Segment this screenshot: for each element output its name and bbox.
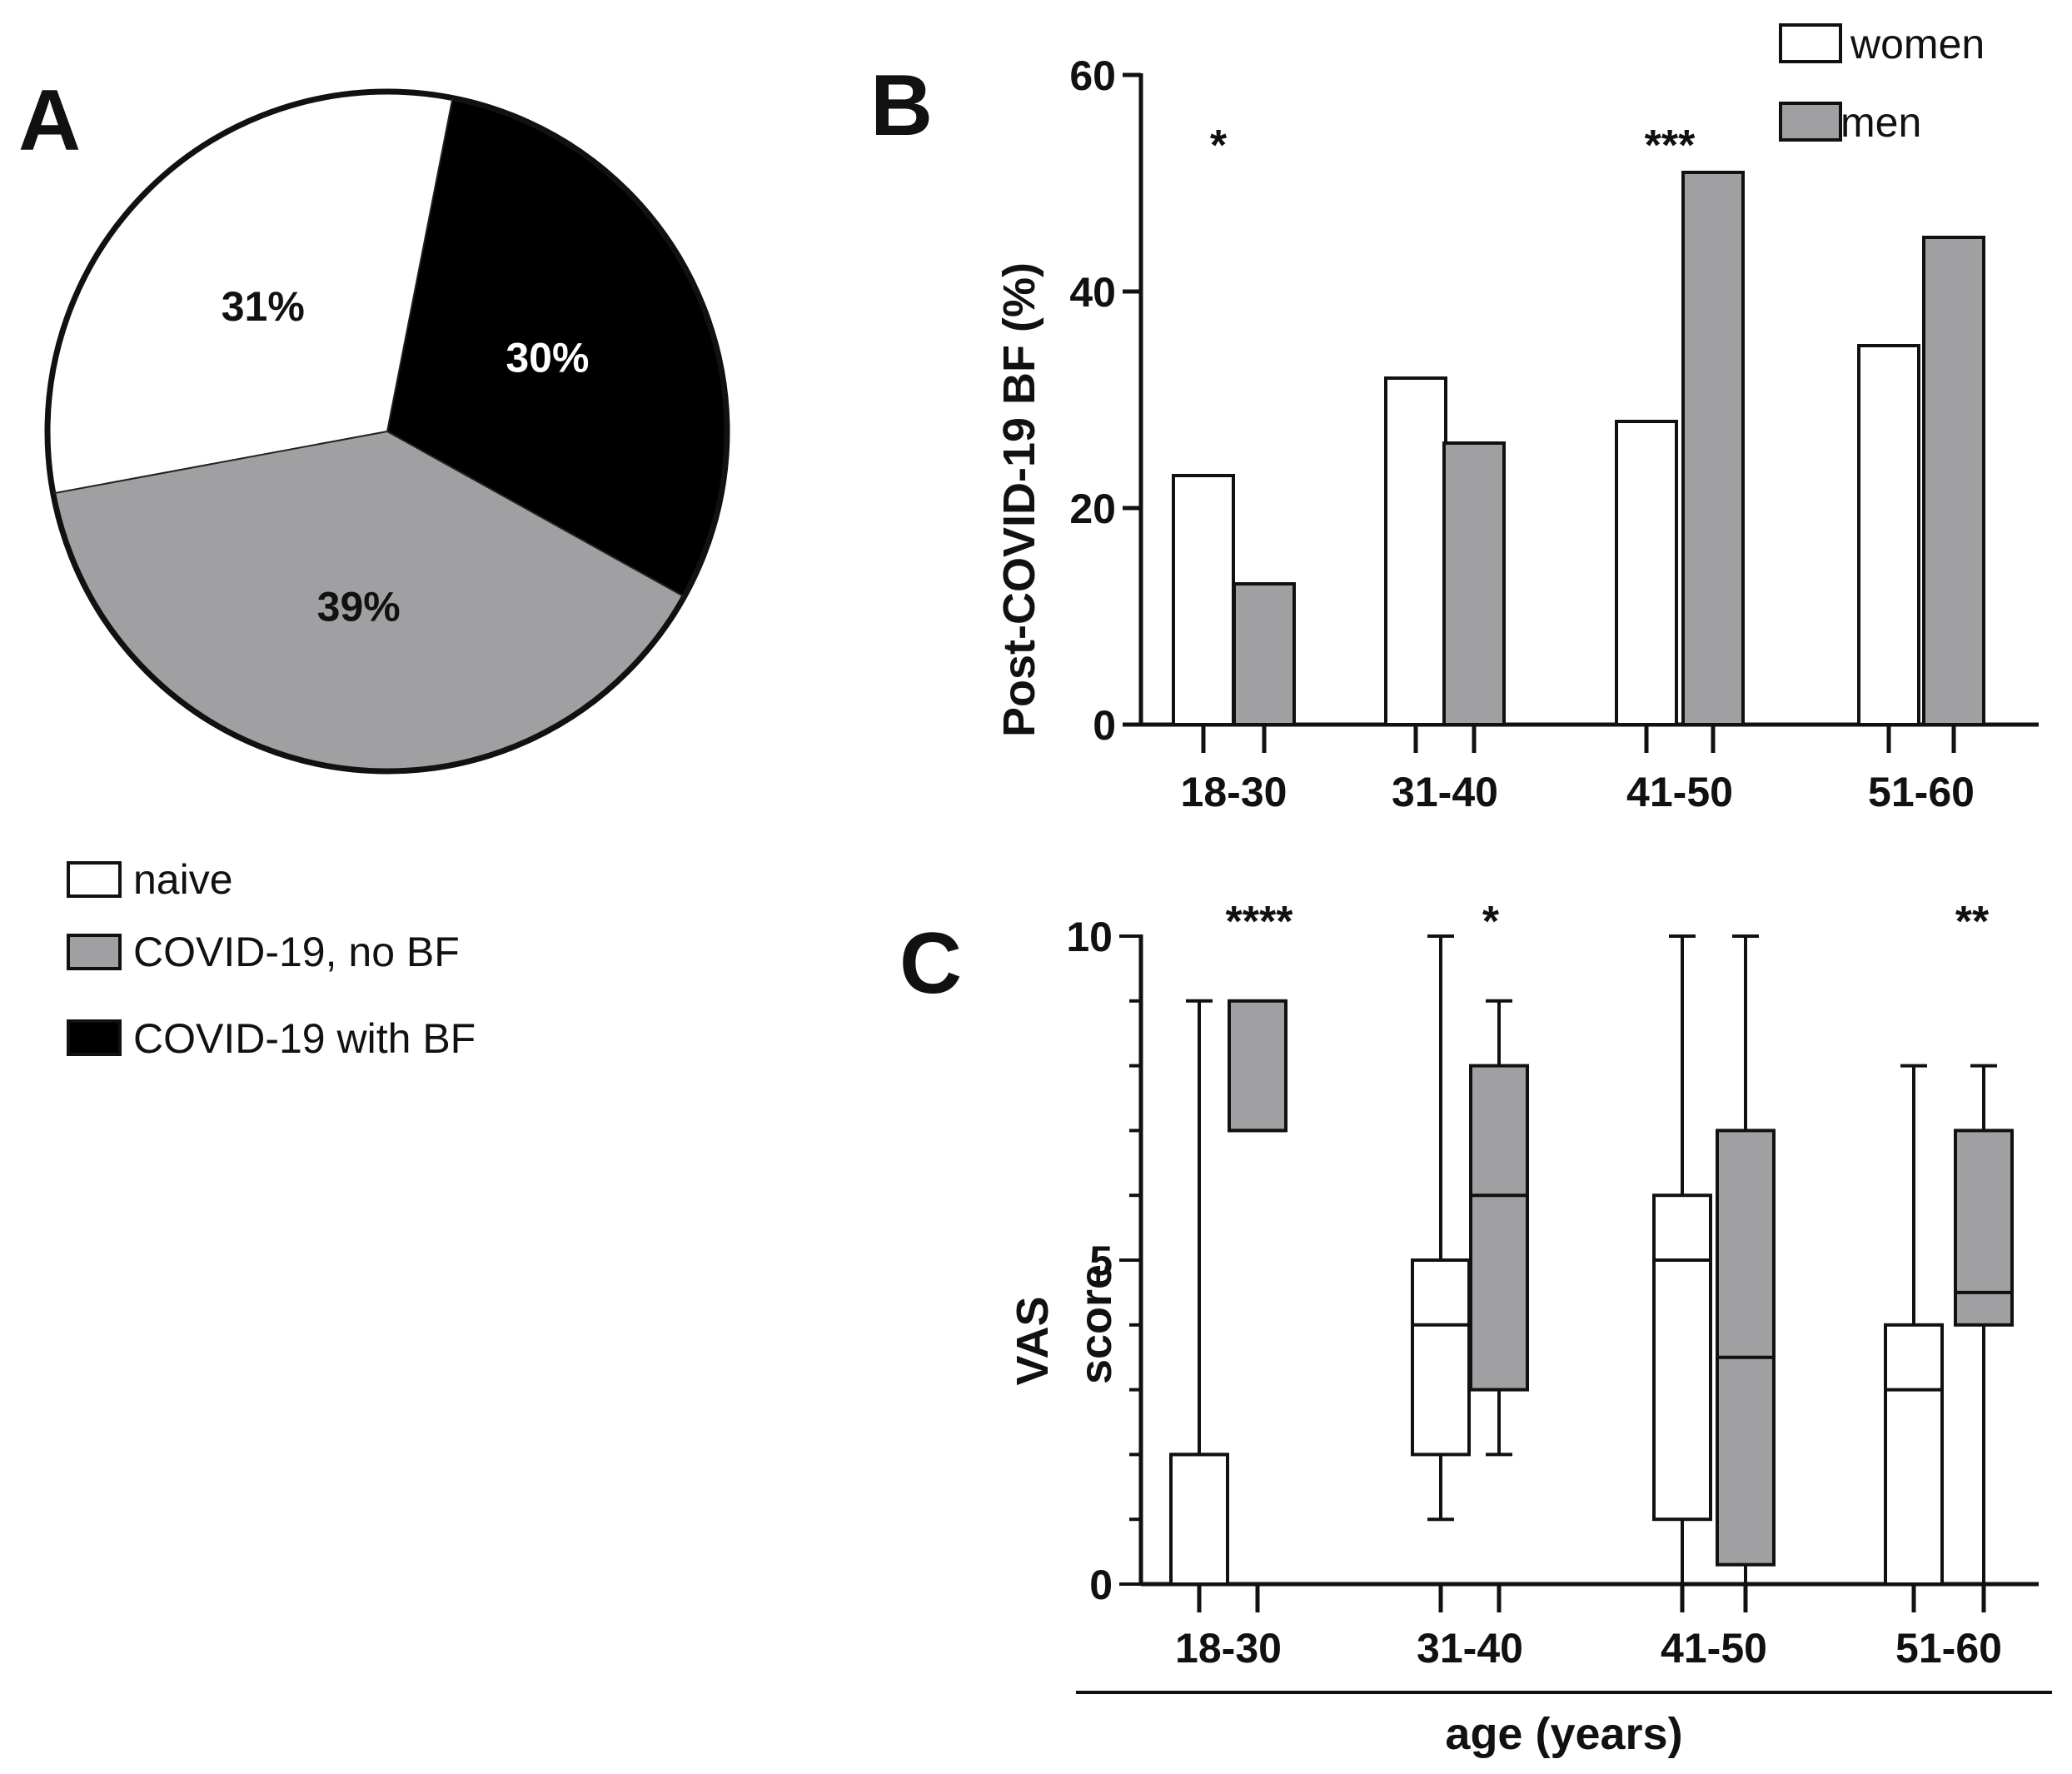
- c-box-women-41-50: [1652, 934, 1712, 1584]
- c-box-men-51-60-iqr-box: [1954, 1129, 2014, 1327]
- legend-label-men: men: [1840, 99, 1921, 146]
- b-bar-women-31-40: [1384, 376, 1447, 726]
- c-box-men-41-50-iqr-box: [1716, 1129, 1776, 1567]
- c-y-tick-label: 10: [1066, 914, 1113, 960]
- c-box-men-51-60: [1954, 1064, 2014, 1584]
- b-y-tick-label: 40: [1069, 269, 1116, 316]
- b-bar-women-51-60: [1857, 344, 1920, 726]
- b-y-axis-title: Post-COVID-19 BF (%): [994, 262, 1044, 737]
- c-box-men-18-30: [1228, 999, 1288, 1133]
- c-y-tick-label: 5: [1089, 1238, 1113, 1284]
- b-x-tick-label-51-60: 51-60: [1868, 769, 1975, 815]
- legend-b: women men: [1779, 21, 1985, 146]
- legend-label-covid-no-bf: COVID-19, no BF: [133, 929, 460, 975]
- legend-swatch-covid-with-bf: [67, 1019, 122, 1056]
- c-box-women-18-30-iqr-box: [1169, 1453, 1229, 1587]
- pie-slice-covid-19-no-bf: [52, 431, 685, 772]
- b-y-tick-label: 20: [1069, 486, 1116, 532]
- c-box-women-31-40-iqr-box: [1411, 1258, 1471, 1457]
- pie-divider: [52, 431, 388, 495]
- b-y-tick-label: 0: [1093, 702, 1116, 749]
- c-x-tick-label-51-60: 51-60: [1895, 1625, 2002, 1672]
- pie-divider: [386, 97, 454, 432]
- b-bar-women-41-50: [1615, 420, 1678, 726]
- pie-outline: [44, 88, 730, 775]
- legend-label-covid-with-bf: COVID-19 with BF: [133, 1015, 476, 1062]
- pie-label-covid-19-with-bf: 30%: [506, 335, 589, 381]
- panel-label-b: B: [870, 57, 933, 154]
- c-x-tick-label-31-40: 31-40: [1417, 1625, 1523, 1672]
- c-y-axis-title-line1: VAS: [1008, 1296, 1058, 1385]
- b-bar-men-31-40: [1442, 441, 1506, 726]
- legend-swatch-covid-no-bf: [67, 934, 122, 970]
- c-box-men-31-40-iqr-box: [1469, 1064, 1529, 1392]
- c-box-men-31-40: [1469, 999, 1529, 1457]
- b-x-tick-label-41-50: 41-50: [1626, 769, 1733, 815]
- c-box-women-31-40: [1411, 934, 1471, 1522]
- pie-chart: 31% 39% 30%: [44, 88, 730, 775]
- panel-label-c: C: [899, 915, 962, 1012]
- legend-label-naive: naive: [133, 856, 233, 903]
- b-significance-18-30: *: [1210, 122, 1228, 170]
- b-x-tick-label-18-30: 18-30: [1181, 769, 1288, 815]
- legend-label-women: women: [1850, 21, 1985, 67]
- c-y-tick-label: 0: [1089, 1562, 1113, 1608]
- b-x-tick-label-31-40: 31-40: [1392, 769, 1498, 815]
- pie-label-covid-19-no-bf: 39%: [317, 583, 401, 630]
- legend-swatch-naive: [67, 861, 122, 898]
- pie-slice-covid-19-with-bf: [387, 97, 727, 597]
- pie-label-naive: 31%: [222, 283, 305, 330]
- legend-swatch-men: [1779, 102, 1842, 142]
- c-x-tick-label-18-30: 18-30: [1175, 1625, 1282, 1672]
- c-significance-18-30: ****: [1226, 898, 1294, 946]
- b-significance-41-50: ***: [1645, 122, 1696, 170]
- box-plot-c: 0 5 10 18-30 **** 31-40 * 41-50 51-60 **: [1066, 898, 2039, 1672]
- c-box-women-51-60: [1884, 1064, 1944, 1587]
- b-bar-women-18-30: [1172, 474, 1235, 726]
- c-box-men-41-50: [1716, 934, 1776, 1584]
- c-significance-51-60: **: [1955, 898, 1990, 946]
- c-y-axis-title-line2: score: [1071, 1264, 1121, 1384]
- b-bar-men-41-50: [1681, 171, 1745, 726]
- c-x-axis-title: age (years): [1445, 1709, 1682, 1759]
- pie-divider: [386, 431, 685, 598]
- c-box-men-18-30-iqr-box: [1228, 999, 1288, 1133]
- b-bar-men-18-30: [1233, 582, 1296, 726]
- b-y-tick-label: 60: [1069, 52, 1116, 99]
- legend-a: naive COVID-19, no BF COVID-19 with BF: [67, 856, 476, 1062]
- legend-swatch-women: [1779, 23, 1842, 63]
- c-box-women-18-30: [1169, 999, 1229, 1587]
- c-x-tick-label-41-50: 41-50: [1661, 1625, 1767, 1672]
- panel-label-a: A: [18, 72, 81, 169]
- c-box-women-41-50-iqr-box: [1652, 1193, 1712, 1522]
- bar-chart-b: 0 20 40 60 18-30 * 31-40 41-50 *** 51-60: [1069, 52, 2039, 815]
- c-box-women-51-60-iqr-box: [1884, 1323, 1944, 1587]
- c-significance-31-40: *: [1482, 898, 1500, 946]
- b-bar-men-51-60: [1922, 236, 1985, 726]
